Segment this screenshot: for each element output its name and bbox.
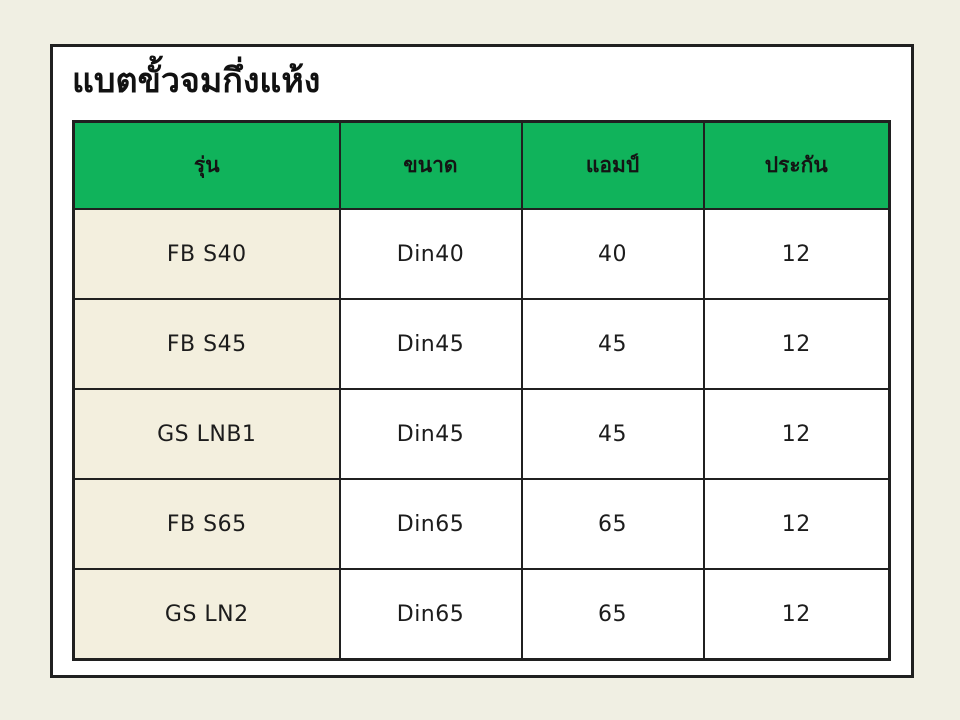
table-row: FB S65 Din65 65 12 bbox=[72, 478, 891, 570]
product-table: รุ่น ขนาด แอมป์ ประกัน FB S40 Din40 40 1… bbox=[72, 120, 891, 661]
cell-amp: 65 bbox=[520, 568, 705, 661]
cell-model: FB S45 bbox=[72, 298, 341, 390]
table-header-row: รุ่น ขนาด แอมป์ ประกัน bbox=[72, 120, 891, 210]
cell-amp: 45 bbox=[520, 388, 705, 480]
content-card: แบตขั้วจมกึ่งแห้ง รุ่น ขนาด แอมป์ ประกัน… bbox=[50, 44, 914, 678]
header-cell-size: ขนาด bbox=[338, 120, 523, 210]
header-cell-warranty: ประกัน bbox=[702, 120, 891, 210]
cell-warranty: 12 bbox=[702, 478, 891, 570]
cell-model: FB S65 bbox=[72, 478, 341, 570]
cell-size: Din45 bbox=[338, 388, 523, 480]
header-cell-amp: แอมป์ bbox=[520, 120, 705, 210]
cell-amp: 45 bbox=[520, 298, 705, 390]
table-row: GS LN2 Din65 65 12 bbox=[72, 568, 891, 661]
cell-size: Din65 bbox=[338, 478, 523, 570]
cell-size: Din45 bbox=[338, 298, 523, 390]
cell-warranty: 12 bbox=[702, 568, 891, 661]
table-row: FB S40 Din40 40 12 bbox=[72, 208, 891, 300]
cell-size: Din65 bbox=[338, 568, 523, 661]
header-cell-model: รุ่น bbox=[72, 120, 341, 210]
cell-size: Din40 bbox=[338, 208, 523, 300]
table-row: FB S45 Din45 45 12 bbox=[72, 298, 891, 390]
page-title: แบตขั้วจมกึ่งแห้ง bbox=[72, 61, 321, 101]
cell-model: GS LN2 bbox=[72, 568, 341, 661]
cell-model: FB S40 bbox=[72, 208, 341, 300]
table-row: GS LNB1 Din45 45 12 bbox=[72, 388, 891, 480]
cell-warranty: 12 bbox=[702, 388, 891, 480]
cell-amp: 40 bbox=[520, 208, 705, 300]
cell-amp: 65 bbox=[520, 478, 705, 570]
cell-warranty: 12 bbox=[702, 208, 891, 300]
cell-model: GS LNB1 bbox=[72, 388, 341, 480]
cell-warranty: 12 bbox=[702, 298, 891, 390]
